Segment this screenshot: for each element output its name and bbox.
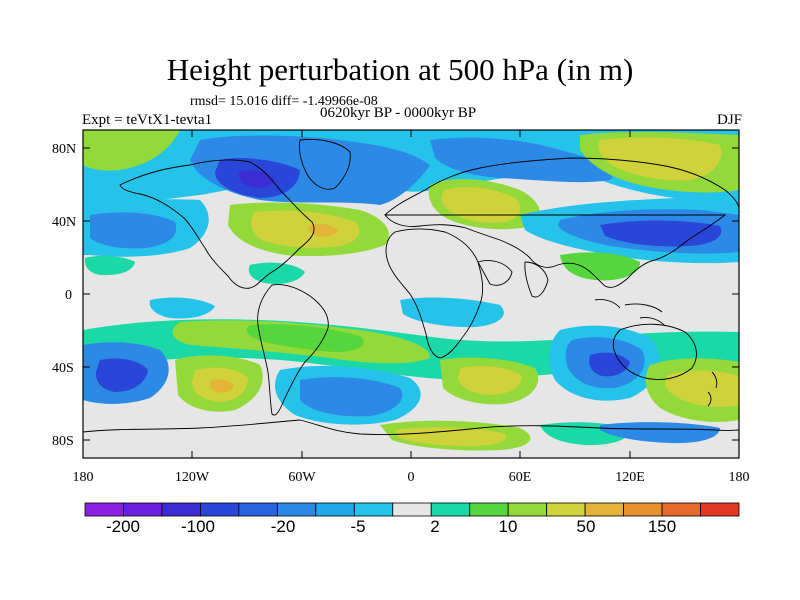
map-title: Height perturbation at 500 hPa (in m): [166, 52, 634, 87]
colorbar-label: 50: [577, 517, 596, 536]
colorbar-swatch: [507, 502, 548, 517]
y-axis-ticks: [83, 147, 739, 441]
colorbar-swatch: [238, 502, 278, 517]
colorbar-swatch: [584, 502, 624, 517]
season-label: DJF: [716, 112, 742, 128]
colorbar-swatch: [200, 502, 240, 517]
colorbar: [84, 502, 740, 517]
colorbar-swatch: [700, 502, 740, 517]
y-tick-label: 40S: [52, 361, 74, 376]
height-field: [83, 130, 739, 458]
colorbar-swatch: [276, 502, 317, 517]
colorbar-labels: -200 -100 -20 -5 2 10 50 150: [106, 517, 676, 536]
colorbar-swatch: [353, 502, 394, 517]
y-tick-label: 80N: [52, 142, 76, 157]
period-label: 0620kyr BP - 0000kyr BP: [320, 105, 477, 121]
y-tick-label: 80S: [52, 434, 74, 449]
colorbar-swatch: [392, 502, 432, 517]
colorbar-swatch: [546, 502, 586, 517]
coastlines: [83, 139, 739, 435]
colorbar-swatch: [84, 502, 124, 517]
x-tick-label: 60E: [509, 470, 532, 485]
x-tick-label: 180: [729, 470, 750, 485]
colorbar-label: 2: [430, 517, 439, 536]
x-axis-ticks: [82, 130, 740, 458]
x-tick-label: 120W: [175, 470, 210, 485]
stats-line: rmsd= 15.016 diff= -1.49966e-08: [190, 94, 378, 109]
y-tick-label: 40N: [52, 215, 76, 230]
colorbar-label: 150: [648, 517, 676, 536]
colorbar-swatch: [315, 502, 355, 517]
x-tick-label: 60W: [288, 470, 316, 485]
experiment-label: Expt = teVtX1-tevta1: [82, 112, 213, 128]
x-tick-label: 180: [73, 470, 94, 485]
colorbar-label: 10: [499, 517, 518, 536]
colorbar-swatch: [430, 502, 471, 517]
colorbar-label: -20: [271, 517, 296, 536]
colorbar-swatch: [161, 502, 201, 517]
colorbar-label: -100: [181, 517, 215, 536]
colorbar-swatch: [123, 502, 163, 517]
colorbar-swatch: [661, 502, 701, 517]
colorbar-swatch: [623, 502, 663, 517]
colorbar-label: -5: [350, 517, 365, 536]
colorbar-label: -200: [106, 517, 140, 536]
x-tick-label: 0: [408, 470, 415, 485]
colorbar-swatch: [469, 502, 509, 517]
x-tick-label: 120E: [615, 470, 645, 485]
y-tick-label: 0: [65, 288, 72, 303]
